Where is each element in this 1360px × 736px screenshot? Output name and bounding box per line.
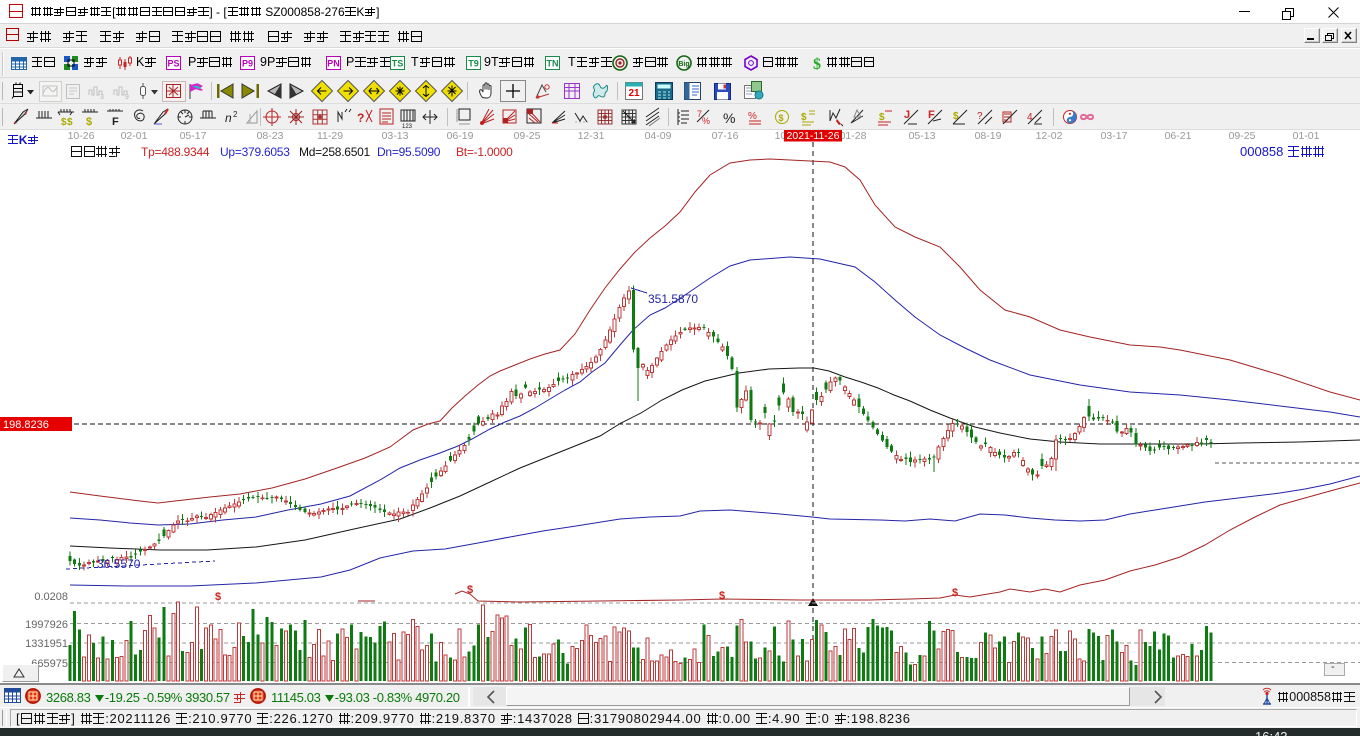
- svg-text:06-21: 06-21: [1165, 130, 1192, 142]
- svg-text:03-13: 03-13: [382, 130, 409, 142]
- svg-text:12-02: 12-02: [1036, 130, 1063, 142]
- svg-text:$: $: [801, 112, 807, 123]
- svg-text:02-01: 02-01: [121, 130, 148, 142]
- svg-text:F: F: [112, 116, 119, 128]
- svg-text:P9: P9: [242, 59, 253, 69]
- svg-text:n: n: [225, 111, 232, 125]
- svg-text:T9: T9: [468, 59, 479, 69]
- svg-text:1331951: 1331951: [25, 638, 68, 650]
- svg-text:$: $: [467, 584, 473, 596]
- svg-text:%: %: [748, 111, 757, 122]
- svg-text:$: $: [67, 117, 73, 128]
- svg-text:08-19: 08-19: [975, 130, 1002, 142]
- svg-text:11-29: 11-29: [317, 130, 343, 142]
- svg-text:$: $: [719, 590, 725, 602]
- svg-text:$: $: [61, 117, 67, 128]
- svg-text:$: $: [953, 111, 959, 122]
- svg-text:F: F: [928, 109, 935, 121]
- svg-text:05-17: 05-17: [180, 130, 207, 142]
- svg-text:665975: 665975: [31, 658, 68, 670]
- svg-text:12-31: 12-31: [578, 130, 605, 142]
- svg-text:?: ?: [977, 111, 983, 122]
- svg-text:%: %: [723, 110, 735, 126]
- svg-text:2: 2: [233, 110, 238, 119]
- svg-text:$: $: [779, 113, 784, 123]
- svg-text:05-13: 05-13: [909, 130, 936, 142]
- svg-text:09-25: 09-25: [1229, 130, 1256, 142]
- svg-text:9: 9: [125, 94, 129, 101]
- svg-text:1997926: 1997926: [25, 619, 68, 631]
- svg-text:0.0208: 0.0208: [34, 591, 68, 603]
- svg-text:07-16: 07-16: [712, 130, 739, 142]
- svg-text:123: 123: [402, 124, 413, 130]
- svg-text:10-26: 10-26: [68, 130, 95, 142]
- svg-text:$: $: [952, 587, 958, 599]
- svg-text:TN: TN: [547, 59, 559, 69]
- svg-text:01-28: 01-28: [840, 130, 867, 142]
- svg-text:03-17: 03-17: [1101, 130, 1128, 142]
- svg-text:$: $: [879, 112, 885, 123]
- svg-text:01-01: 01-01: [1293, 130, 1320, 142]
- svg-text:PS: PS: [167, 59, 179, 69]
- svg-text:06-19: 06-19: [447, 130, 474, 142]
- svg-text:08-23: 08-23: [257, 130, 284, 142]
- svg-text:351.5870: 351.5870: [648, 292, 698, 306]
- svg-text:3: 3: [100, 94, 104, 101]
- svg-text:PN: PN: [327, 59, 340, 69]
- svg-text:21: 21: [628, 88, 640, 99]
- svg-text:04-09: 04-09: [645, 130, 672, 142]
- svg-text:Big: Big: [678, 61, 689, 68]
- svg-text:36.5570: 36.5570: [97, 557, 141, 571]
- svg-text:4: 4: [1027, 112, 1033, 123]
- svg-text:J: J: [904, 109, 910, 121]
- svg-text:$: $: [813, 56, 821, 72]
- svg-text:198.8236: 198.8236: [3, 419, 49, 431]
- svg-text:$: $: [215, 591, 221, 603]
- svg-text:2021-11-26: 2021-11-26: [787, 130, 840, 142]
- svg-text:%: %: [702, 116, 710, 126]
- svg-text:09-25: 09-25: [514, 130, 541, 142]
- svg-text:?: ?: [357, 111, 364, 125]
- svg-text:TS: TS: [392, 59, 404, 69]
- svg-text:7: 7: [697, 109, 702, 119]
- svg-text:$: $: [86, 116, 92, 128]
